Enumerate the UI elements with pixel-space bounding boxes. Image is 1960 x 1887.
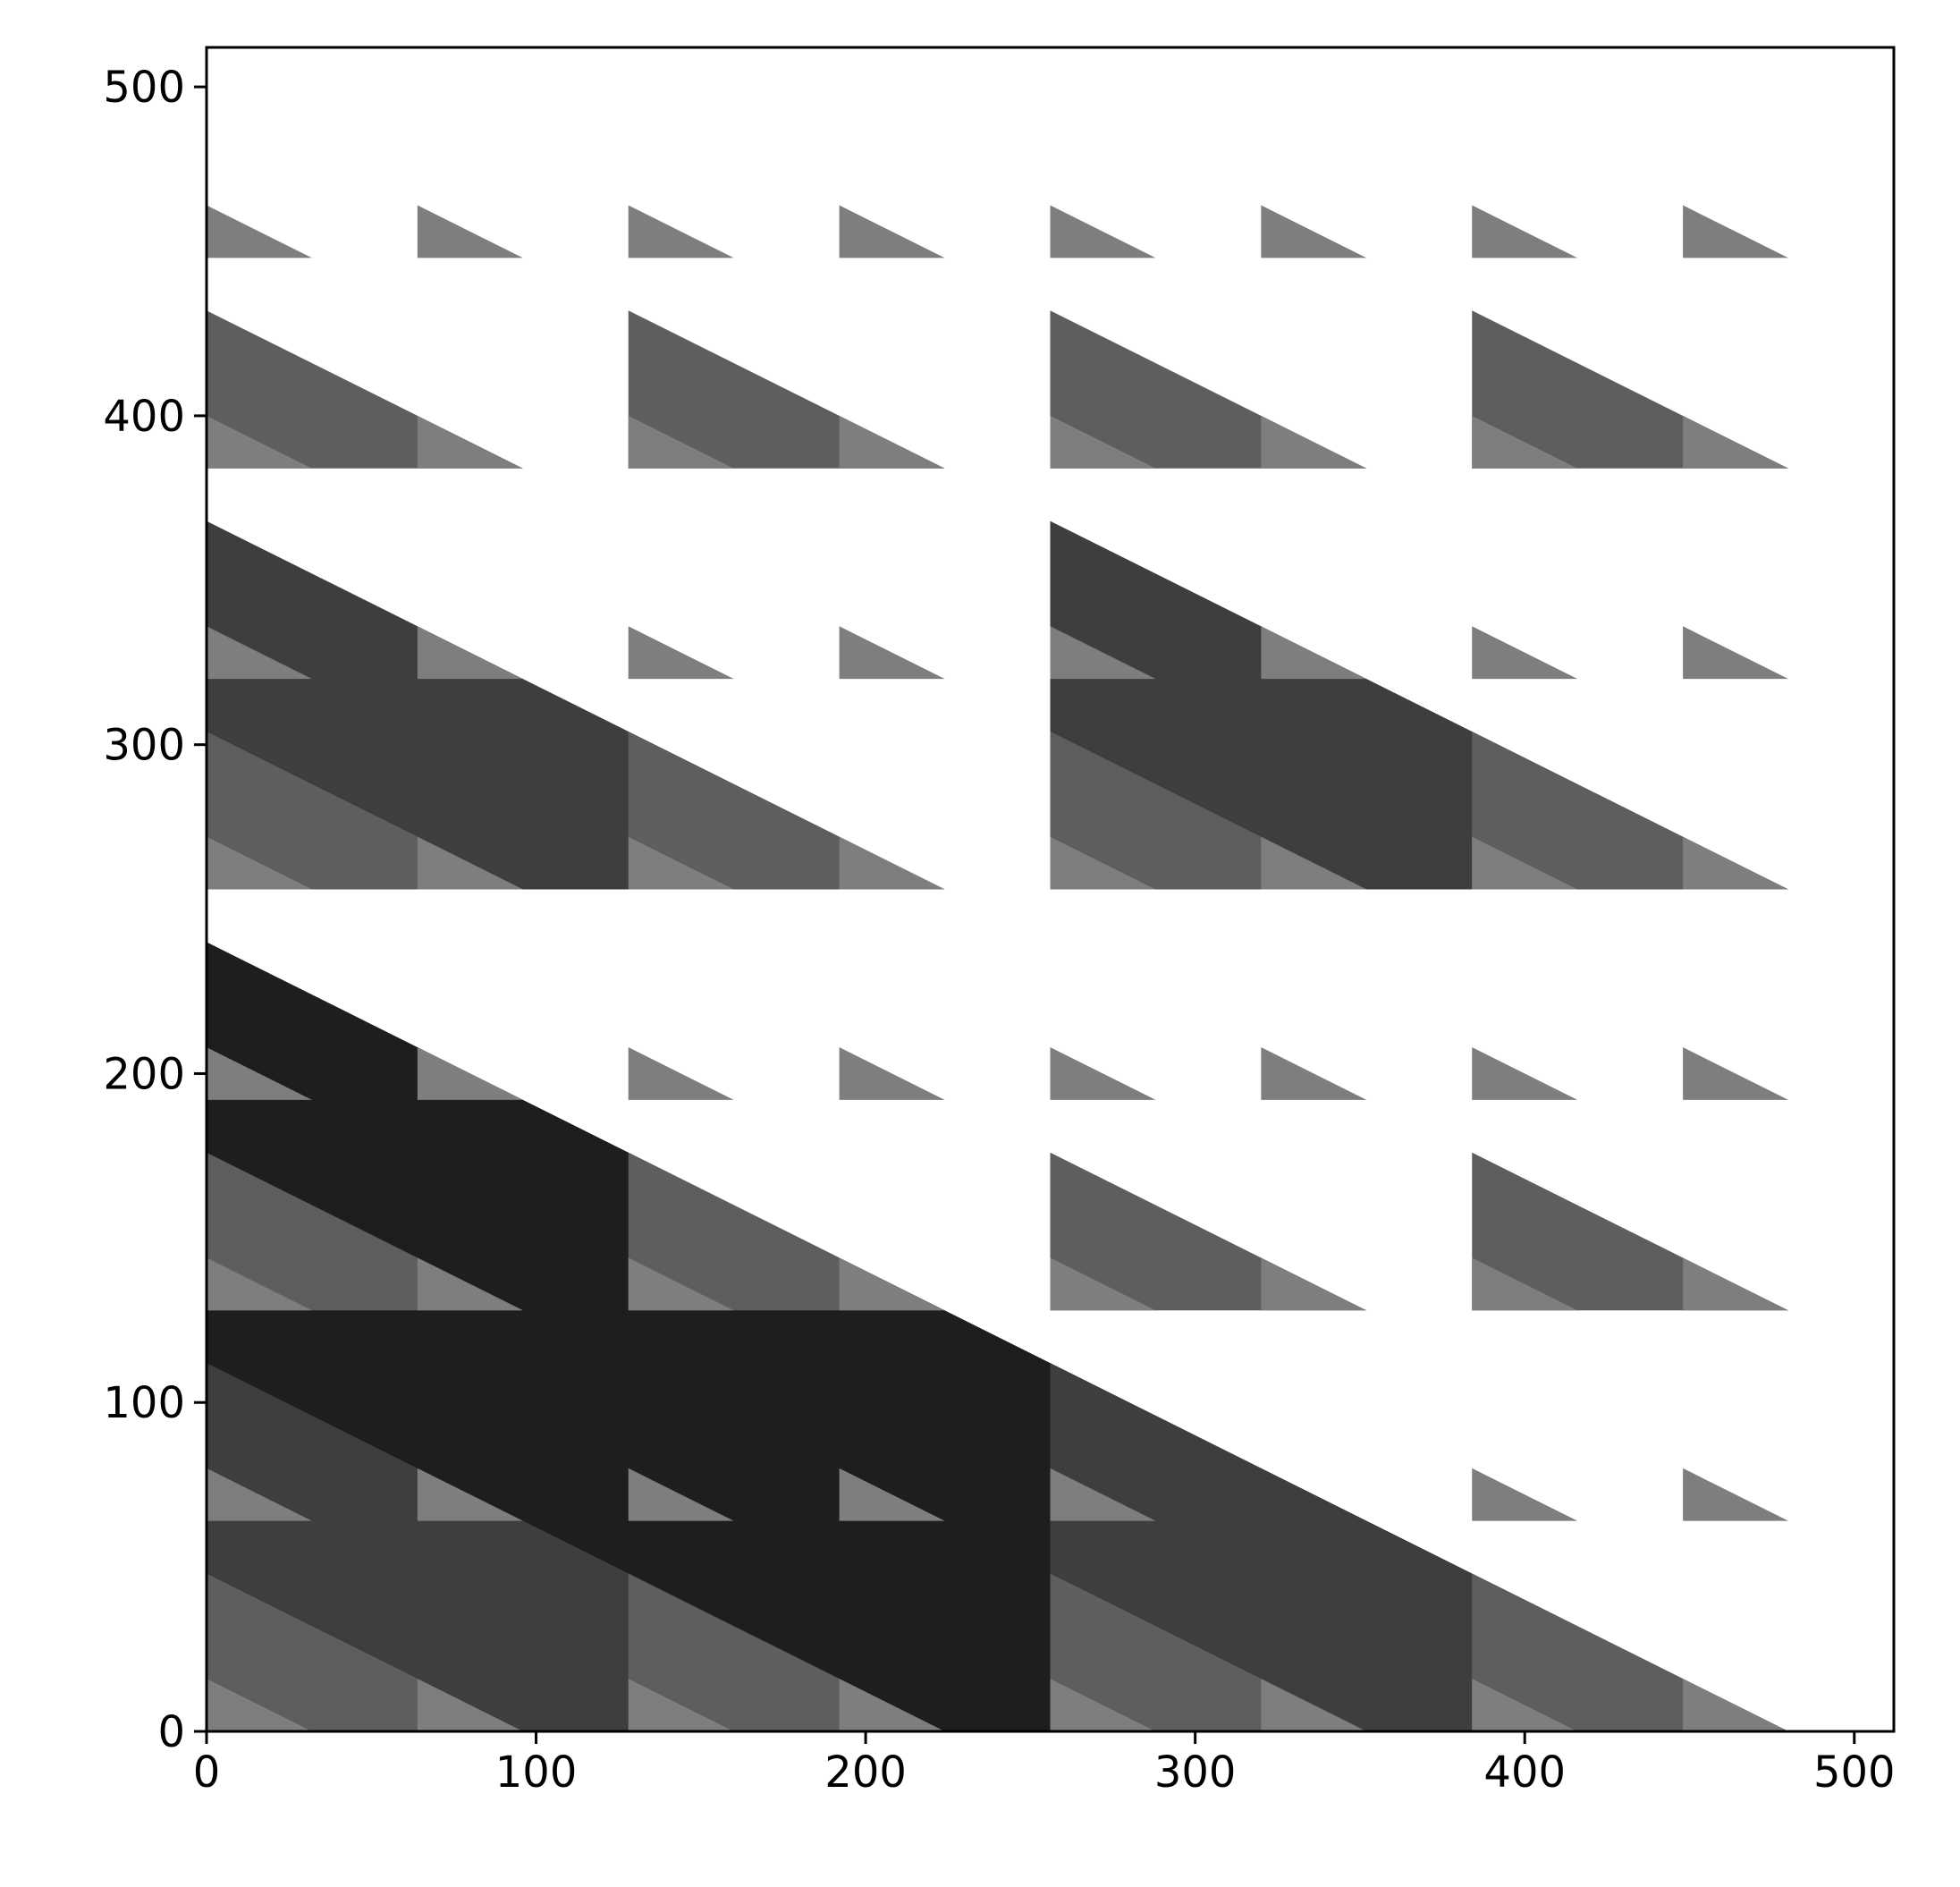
image-region — [1472, 205, 1578, 258]
image-region — [1683, 626, 1789, 680]
image-region — [1683, 1679, 1789, 1731]
image-region — [1050, 1257, 1156, 1311]
image-region — [1050, 1468, 1156, 1521]
y-tick-label: 0 — [157, 1707, 185, 1757]
image-region — [1261, 415, 1367, 469]
image-region — [1261, 626, 1367, 680]
image-region — [1472, 626, 1578, 680]
image-region — [628, 1047, 734, 1100]
y-tick-label: 500 — [103, 63, 185, 113]
image-region — [1472, 836, 1578, 890]
image-region — [1683, 1468, 1789, 1521]
image-region — [1261, 205, 1367, 258]
x-tick-label: 100 — [495, 1747, 578, 1798]
image-region — [628, 1468, 734, 1521]
image-region — [1050, 836, 1156, 890]
image-region — [1261, 1047, 1367, 1100]
image-region — [207, 836, 312, 890]
image-region — [417, 415, 523, 469]
image-region — [839, 205, 945, 258]
image-region — [839, 1257, 945, 1311]
image-region — [1472, 1257, 1578, 1311]
plot-area — [207, 205, 1789, 1731]
image-region — [1472, 415, 1578, 469]
image-region — [1683, 415, 1789, 469]
image-region — [417, 1468, 523, 1521]
image-region — [628, 836, 734, 890]
x-tick-label: 0 — [193, 1747, 221, 1798]
image-region — [1472, 1047, 1578, 1100]
image-region — [1050, 1679, 1156, 1731]
image-region — [1261, 836, 1367, 890]
image-region — [1472, 1679, 1578, 1731]
image-region — [839, 1679, 945, 1731]
image-region — [839, 415, 945, 469]
image-region — [839, 1468, 945, 1521]
image-region — [207, 1468, 312, 1521]
image-region — [207, 1047, 312, 1100]
image-region — [1683, 836, 1789, 890]
image-region — [1472, 1468, 1578, 1521]
image-region — [628, 415, 734, 469]
image-region — [417, 1047, 523, 1100]
image-region — [628, 1679, 734, 1731]
image-region — [628, 205, 734, 258]
image-region — [839, 836, 945, 890]
image-region — [839, 626, 945, 680]
image-region — [207, 1257, 312, 1311]
image-region — [1261, 1679, 1367, 1731]
axes-frame — [205, 46, 1896, 1733]
y-tick-label: 300 — [103, 721, 185, 771]
image-region — [417, 1257, 523, 1311]
image-region — [1683, 1257, 1789, 1311]
image-region — [1050, 1047, 1156, 1100]
x-tick-label: 500 — [1813, 1747, 1896, 1798]
x-tick-label: 400 — [1483, 1747, 1566, 1798]
image-region — [207, 1679, 312, 1731]
image-region — [1050, 205, 1156, 258]
x-tick-label: 300 — [1154, 1747, 1237, 1798]
image-region — [628, 626, 734, 680]
y-tick-label: 100 — [103, 1378, 185, 1428]
image-region — [1683, 1047, 1789, 1100]
x-tick-label: 200 — [824, 1747, 907, 1798]
image-region — [1050, 415, 1156, 469]
image-region — [417, 626, 523, 680]
image-region — [207, 626, 312, 680]
image-region — [1050, 626, 1156, 680]
image-region — [839, 1047, 945, 1100]
y-tick-label: 200 — [103, 1049, 185, 1099]
image-region — [417, 205, 523, 258]
y-tick-label: 400 — [103, 392, 185, 442]
image-region — [417, 836, 523, 890]
image-region — [1683, 205, 1789, 258]
image-region — [207, 415, 312, 469]
image-region — [417, 1679, 523, 1731]
image-region — [207, 205, 312, 258]
image-region — [1261, 1257, 1367, 1311]
image-region — [628, 1257, 734, 1311]
